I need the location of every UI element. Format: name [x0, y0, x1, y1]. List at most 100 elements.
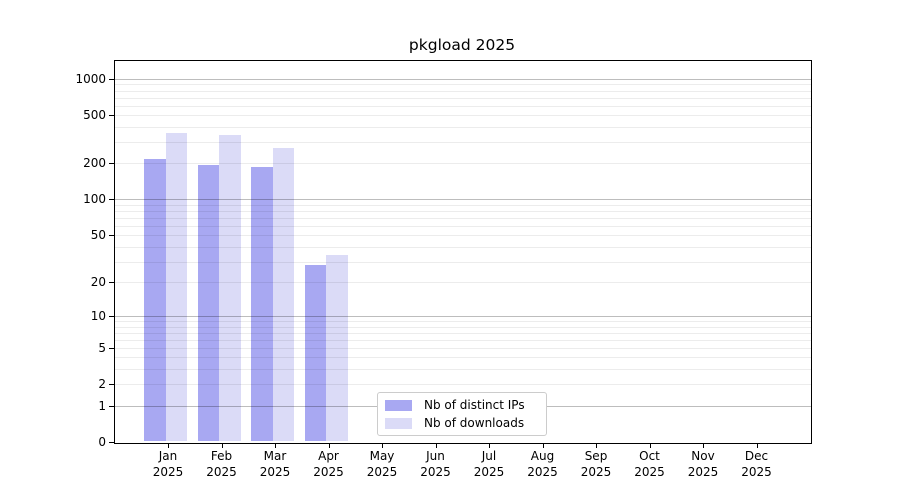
legend-entry-distinct-ips: Nb of distinct IPs: [385, 398, 538, 412]
y-tick-mark: [109, 235, 114, 237]
x-tick-mark: [168, 443, 169, 448]
x-tick-mark: [542, 443, 544, 448]
bar-distinct-ips: [251, 166, 273, 441]
minor-gridline: [115, 246, 811, 248]
x-tick-month: Aug: [530, 449, 555, 463]
minor-gridline: [115, 204, 811, 206]
x-tick-mark: [382, 443, 383, 448]
x-tick-label: Jan 2025: [133, 448, 203, 480]
y-tick-mark: [109, 347, 114, 349]
y-tick-mark: [109, 405, 114, 407]
bar-distinct-ips: [144, 158, 166, 441]
y-tick-mark: [109, 282, 114, 283]
plot-area: [114, 60, 812, 444]
x-tick-label: Sep 2025: [561, 448, 631, 480]
x-tick-label: Nov 2025: [668, 448, 738, 480]
x-tick-month: Apr: [318, 449, 339, 463]
y-tick-label: 50: [90, 228, 106, 243]
x-tick-mark: [275, 443, 276, 448]
minor-gridline: [115, 211, 811, 213]
y-tick-label: 20: [90, 275, 106, 289]
minor-gridline: [115, 384, 811, 386]
chart-title: pkgload 2025: [408, 36, 516, 54]
x-tick-mark: [435, 443, 437, 448]
legend: Nb of distinct IPs Nb of downloads: [377, 392, 547, 436]
minor-gridline: [115, 90, 811, 92]
minor-gridline: [115, 357, 811, 359]
minor-gridline: [115, 225, 811, 227]
y-tick-label: 1: [98, 398, 106, 413]
x-tick-year: 2025: [206, 465, 237, 479]
minor-gridline: [115, 127, 811, 129]
y-axis: 1000 500 200 100 50 20 10 5 2 1 0: [0, 0, 106, 500]
x-tick-year: 2025: [687, 465, 719, 479]
x-tick-mark: [328, 443, 330, 448]
y-tick-label: 100: [83, 192, 106, 207]
x-tick-mark: [756, 443, 758, 448]
x-tick-month: Dec: [744, 449, 769, 463]
y-tick-label: 10: [90, 308, 106, 323]
bar-distinct-ips: [197, 164, 219, 441]
minor-gridline: [115, 163, 811, 165]
minor-gridline: [115, 261, 811, 263]
x-tick-label: Aug 2025: [508, 448, 578, 480]
x-tick-mark: [489, 443, 490, 448]
legend-label-downloads: Nb of downloads: [424, 416, 525, 430]
x-tick-year: 2025: [259, 465, 291, 479]
x-tick-label: Oct 2025: [615, 448, 685, 480]
minor-gridline: [115, 217, 811, 219]
x-tick-mark: [221, 443, 223, 448]
major-gridline: [115, 78, 811, 80]
minor-gridline: [115, 369, 811, 371]
major-gridline: [115, 315, 811, 317]
distinct-ips-swatch-icon: [385, 399, 412, 411]
x-tick-year: 2025: [741, 465, 772, 479]
x-tick-mark: [596, 443, 597, 448]
minor-gridline: [115, 332, 811, 334]
x-tick-year: 2025: [313, 465, 344, 479]
y-tick-mark: [109, 115, 114, 117]
x-tick-label: Mar 2025: [240, 448, 310, 480]
y-tick-mark: [109, 442, 114, 443]
minor-gridline: [115, 326, 811, 328]
x-tick-month: Sep: [584, 449, 608, 463]
minor-gridline: [115, 142, 811, 144]
y-tick-label: 500: [83, 108, 106, 123]
minor-gridline: [115, 105, 811, 107]
legend-entry-downloads: Nb of downloads: [385, 416, 538, 430]
x-tick-month: Mar: [263, 449, 287, 463]
y-tick-label: 0: [98, 435, 106, 449]
x-tick-label: Jun 2025: [401, 448, 471, 480]
x-tick-mark: [703, 443, 704, 448]
x-tick-month: Jan: [158, 449, 178, 463]
legend-label-distinct-ips: Nb of distinct IPs: [424, 398, 525, 412]
x-tick-year: 2025: [634, 465, 665, 479]
minor-gridline: [115, 347, 811, 349]
minor-gridline: [115, 321, 811, 322]
y-tick-mark: [109, 384, 114, 386]
bar-downloads: [326, 255, 348, 441]
bar-downloads: [272, 147, 294, 441]
minor-gridline: [115, 282, 811, 283]
x-tick-month: Oct: [639, 449, 660, 463]
y-tick-mark: [109, 199, 114, 201]
minor-gridline: [115, 84, 811, 86]
x-tick-label: Dec 2025: [722, 448, 792, 480]
y-tick-label: 2: [98, 377, 106, 392]
x-tick-label: Apr 2025: [294, 448, 364, 480]
x-tick-month: May: [369, 449, 395, 463]
minor-gridline: [115, 115, 811, 117]
x-tick-month: Feb: [210, 449, 233, 463]
x-tick-month: Jul: [481, 449, 497, 463]
x-tick-year: 2025: [152, 465, 184, 479]
bar-downloads: [219, 134, 241, 441]
x-tick-month: Jun: [426, 449, 445, 463]
major-gridline: [115, 199, 811, 201]
y-tick-label: 1000: [75, 71, 106, 86]
bar-downloads: [165, 133, 187, 441]
x-tick-year: 2025: [580, 465, 612, 479]
minor-gridline: [115, 97, 811, 99]
minor-gridline: [115, 339, 811, 341]
x-tick-year: 2025: [473, 465, 505, 479]
